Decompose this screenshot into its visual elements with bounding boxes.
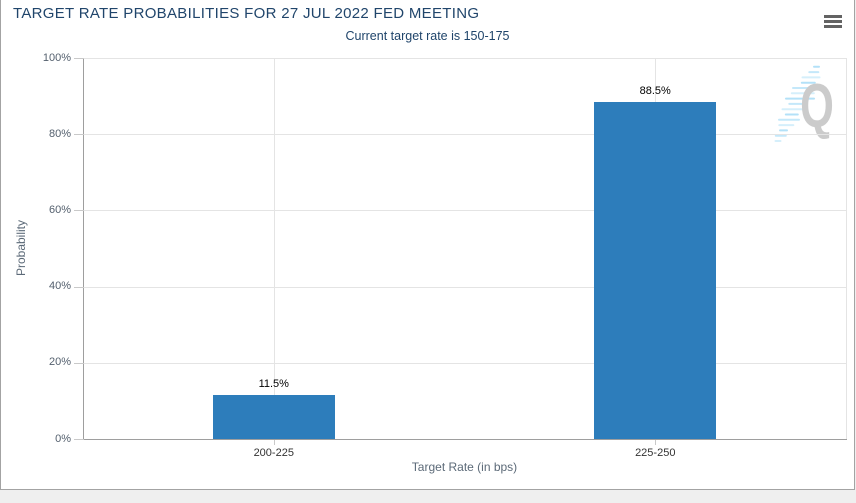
bar-value-label: 88.5% [639, 84, 671, 97]
y-axis-tick [74, 58, 84, 59]
bar-200-225[interactable] [212, 395, 335, 439]
y-axis-tick [74, 439, 84, 440]
y-tick-label: 80% [48, 127, 71, 140]
gridline-horizontal [84, 362, 846, 364]
x-axis-title: Target Rate (in bps) [411, 460, 518, 474]
chart-subtitle: Current target rate is 150-175 [345, 29, 510, 43]
y-tick-label: 40% [48, 280, 71, 293]
y-axis-tick [74, 210, 84, 212]
bar-225-250[interactable] [594, 101, 717, 439]
x-tick-label: 225-250 [635, 447, 676, 459]
y-axis-title: Probability [14, 219, 28, 277]
gridline-horizontal [84, 134, 846, 136]
gridline-horizontal [84, 58, 846, 59]
gridline-horizontal [84, 286, 846, 288]
gridline-horizontal [84, 210, 846, 212]
context-menu-button[interactable] [821, 10, 845, 33]
x-axis-tick [655, 440, 656, 445]
x-axis-tick [274, 440, 275, 445]
hamburger-icon [824, 15, 842, 28]
watermark-speed-lines-icon [774, 65, 821, 142]
plot-area [83, 58, 847, 440]
y-tick-label: 0% [55, 432, 71, 445]
y-axis-tick [74, 286, 84, 288]
watermark-letter: Q [800, 73, 834, 141]
chart-card: TARGET RATE PROBABILITIES FOR 27 JUL 202… [0, 0, 855, 490]
y-axis-tick [74, 134, 84, 136]
gridline-vertical [274, 58, 275, 439]
y-axis-tick [74, 362, 84, 364]
y-tick-label: 100% [42, 51, 71, 64]
gridline-vertical [846, 58, 847, 439]
y-tick-label: 20% [48, 356, 71, 369]
watermark-logo: Q [774, 65, 834, 142]
bar-value-label: 11.5% [258, 378, 289, 391]
chart-title: TARGET RATE PROBABILITIES FOR 27 JUL 202… [13, 5, 480, 22]
y-tick-label: 60% [48, 203, 71, 216]
x-tick-label: 200-225 [253, 447, 294, 459]
